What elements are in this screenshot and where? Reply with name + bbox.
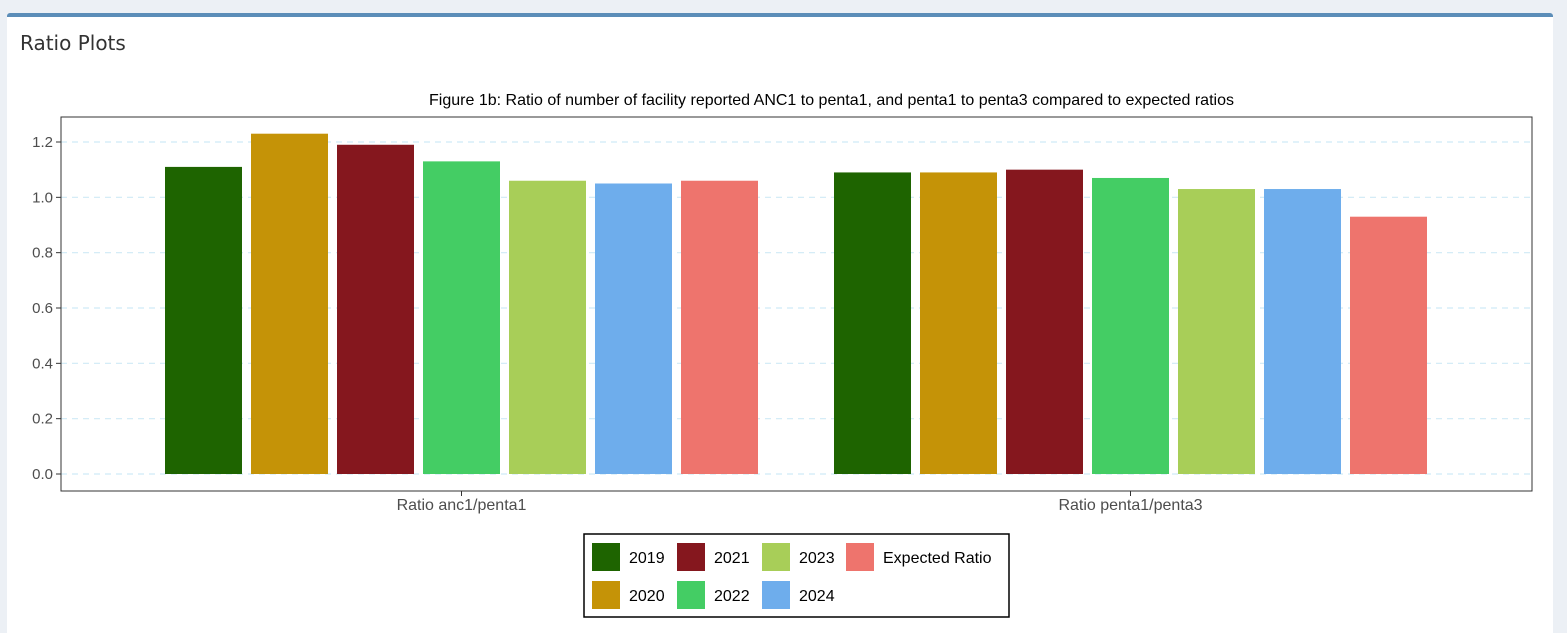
- plot-border: [60, 116, 1533, 492]
- bar-2020: [251, 133, 328, 474]
- x-tick-label: Ratio anc1/penta1: [397, 497, 527, 514]
- bar-2019: [834, 172, 911, 474]
- bar-2021: [1006, 169, 1083, 474]
- y-tick-label: 0.2: [32, 411, 53, 428]
- chart-title: Figure 1b: Ratio of number of facility r…: [429, 92, 1234, 109]
- legend-label: 2019: [629, 550, 665, 567]
- bar-expected-ratio: [681, 180, 758, 474]
- x-tick-label: Ratio penta1/penta3: [1058, 497, 1202, 514]
- bar-2023: [509, 180, 586, 474]
- legend-swatch: [677, 543, 705, 571]
- legend-swatch: [846, 543, 874, 571]
- legend-box: [583, 533, 1010, 618]
- bar-2021: [337, 144, 414, 474]
- panel-title: Ratio Plots: [20, 31, 126, 55]
- y-tick-label: 1.0: [32, 189, 53, 206]
- legend-label: Expected Ratio: [883, 550, 992, 567]
- legend-label: 2022: [714, 588, 750, 605]
- bar-2019: [165, 166, 242, 474]
- legend-swatch: [677, 581, 705, 609]
- y-tick-label: 0.0: [32, 466, 53, 483]
- legend-swatch: [762, 581, 790, 609]
- y-tick-label: 0.4: [32, 355, 53, 372]
- y-tick-label: 1.2: [32, 134, 53, 151]
- bar-2022: [423, 161, 500, 474]
- legend-label: 2024: [799, 588, 835, 605]
- bar-2023: [1178, 189, 1255, 475]
- y-tick-label: 0.6: [32, 300, 53, 317]
- bar-expected-ratio: [1350, 216, 1427, 474]
- legend-label: 2021: [714, 550, 750, 567]
- y-tick-label: 0.8: [32, 245, 53, 262]
- bar-2024: [595, 183, 672, 474]
- legend-label: 2023: [799, 550, 835, 567]
- legend-label: 2020: [629, 588, 665, 605]
- legend-swatch: [592, 581, 620, 609]
- legend-swatch: [592, 543, 620, 571]
- bar-2024: [1264, 189, 1341, 475]
- legend-swatch: [762, 543, 790, 571]
- bar-2022: [1092, 177, 1169, 474]
- bar-2020: [920, 172, 997, 474]
